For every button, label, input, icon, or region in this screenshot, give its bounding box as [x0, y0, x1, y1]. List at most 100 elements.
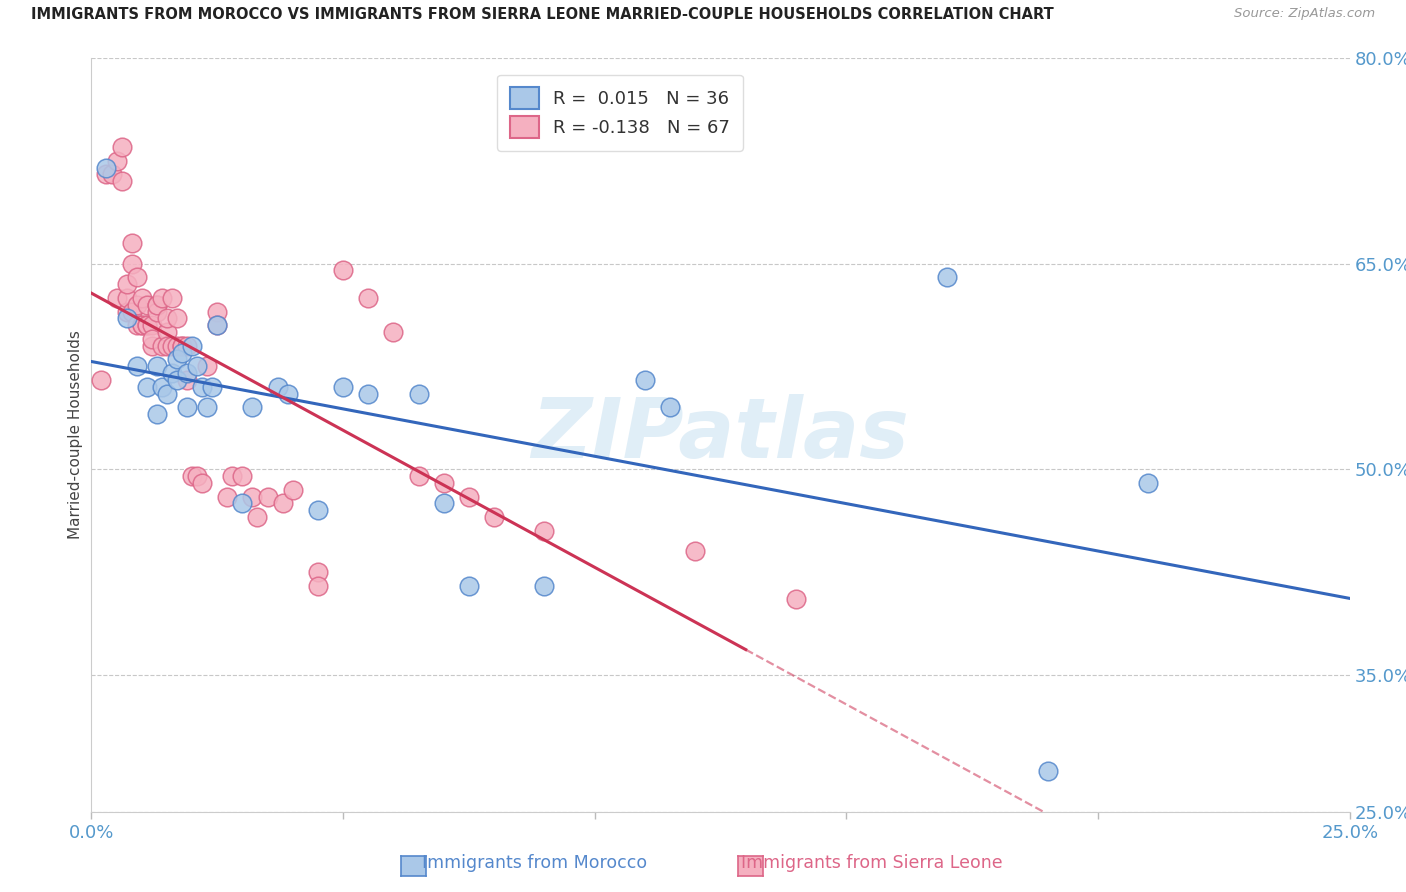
Point [408, 386, 430, 401]
Point [186, 359, 208, 374]
Point [307, 579, 329, 593]
Point [166, 352, 188, 367]
Point [170, 339, 193, 353]
Point [125, 359, 148, 374]
Point [115, 291, 138, 305]
Point [110, 174, 132, 188]
Point [205, 318, 228, 333]
Point [357, 386, 380, 401]
Point [785, 592, 807, 607]
Point [125, 318, 148, 333]
Point [105, 153, 128, 168]
Point [150, 339, 173, 353]
Point [195, 401, 218, 415]
Point [482, 510, 505, 524]
Point [135, 318, 157, 333]
Text: IMMIGRANTS FROM MOROCCO VS IMMIGRANTS FROM SIERRA LEONE MARRIED-COUPLE HOUSEHOLD: IMMIGRANTS FROM MOROCCO VS IMMIGRANTS FR… [31, 7, 1053, 22]
Point [141, 332, 163, 346]
Text: Source: ZipAtlas.com: Source: ZipAtlas.com [1234, 7, 1375, 21]
Point [307, 565, 329, 579]
Point [277, 386, 299, 401]
Point [533, 579, 555, 593]
Point [271, 496, 294, 510]
Point [176, 401, 198, 415]
Point [166, 311, 188, 326]
Point [242, 401, 264, 415]
Point [533, 524, 555, 538]
Point [146, 359, 169, 374]
Point [433, 475, 456, 490]
Point [634, 373, 657, 387]
Point [160, 339, 183, 353]
Point [115, 311, 138, 326]
Point [332, 380, 354, 394]
Point [115, 277, 138, 291]
Point [457, 579, 479, 593]
Point [105, 291, 128, 305]
Legend: R =  0.015   N = 36, R = -0.138   N = 67: R = 0.015 N = 36, R = -0.138 N = 67 [498, 75, 742, 151]
Y-axis label: Married-couple Households: Married-couple Households [67, 330, 83, 540]
Point [141, 339, 163, 353]
Point [195, 359, 218, 374]
Text: Immigrants from Morocco: Immigrants from Morocco [422, 855, 647, 872]
Point [141, 318, 163, 333]
Point [135, 318, 157, 333]
Point [936, 270, 959, 285]
Point [150, 380, 173, 394]
Point [166, 339, 188, 353]
Point [96, 161, 118, 175]
Point [191, 475, 214, 490]
Point [457, 490, 479, 504]
Point [156, 339, 179, 353]
Point [121, 256, 143, 270]
Point [266, 380, 288, 394]
Point [110, 140, 132, 154]
Point [115, 304, 138, 318]
Text: ZIPatlas: ZIPatlas [531, 394, 910, 475]
Point [146, 304, 169, 318]
Point [1036, 764, 1059, 778]
Point [659, 401, 682, 415]
Point [256, 490, 278, 504]
Point [131, 291, 153, 305]
Point [96, 168, 118, 182]
Point [90, 373, 112, 387]
Point [125, 298, 148, 312]
Point [146, 298, 169, 312]
Point [156, 311, 179, 326]
Point [146, 298, 169, 312]
Point [181, 469, 204, 483]
Point [150, 291, 173, 305]
Point [170, 345, 193, 359]
Point [217, 490, 239, 504]
Point [100, 168, 122, 182]
Point [135, 380, 157, 394]
Point [121, 304, 143, 318]
Text: Immigrants from Sierra Leone: Immigrants from Sierra Leone [741, 855, 1002, 872]
Point [332, 263, 354, 277]
Point [176, 366, 198, 380]
Point [307, 503, 329, 517]
Point [205, 304, 228, 318]
Point [121, 235, 143, 250]
Point [246, 510, 269, 524]
Point [135, 298, 157, 312]
Point [205, 318, 228, 333]
Point [166, 373, 188, 387]
Point [1137, 475, 1160, 490]
Point [160, 366, 183, 380]
Point [191, 380, 214, 394]
Point [156, 386, 179, 401]
Point [231, 496, 253, 510]
Point [221, 469, 243, 483]
Point [170, 339, 193, 353]
Point [201, 380, 224, 394]
Point [131, 318, 153, 333]
Point [408, 469, 430, 483]
Point [242, 490, 264, 504]
Point [176, 339, 198, 353]
Point [156, 325, 179, 339]
Point [382, 325, 405, 339]
Point [186, 469, 208, 483]
Point [231, 469, 253, 483]
